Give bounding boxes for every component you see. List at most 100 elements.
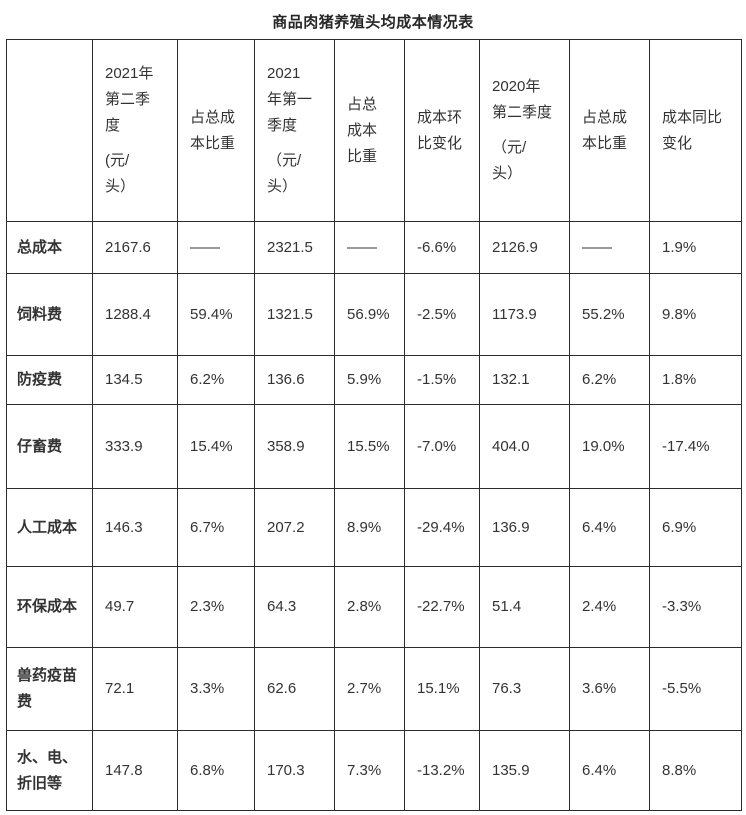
data-cell: 56.9% — [334, 273, 405, 356]
data-cell: 2.3% — [177, 566, 255, 648]
data-cell: -5.5% — [649, 647, 742, 731]
data-cell: 1.8% — [649, 355, 742, 405]
data-cell: 49.7 — [92, 566, 178, 648]
table-row: 仔畜费 333.9 15.4% 358.9 15.5% -7.0% 404.0 19.0% -1… — [6, 404, 742, 489]
table-row: 防疫费 134.5 6.2% 136.6 5.9% -1.5% 132.1 6.2% 1.8% — [6, 355, 742, 405]
data-cell: 136.9 — [479, 488, 570, 567]
data-cell: 135.9 — [479, 730, 570, 811]
corner-cell — [6, 39, 93, 222]
data-cell: 134.5 — [92, 355, 178, 405]
data-cell: 132.1 — [479, 355, 570, 405]
data-cell: 147.8 — [92, 730, 178, 811]
header-unit: （元/ 头） — [492, 139, 527, 182]
header-label: 占总成 本比重 — [582, 108, 628, 152]
data-cell: -7.0% — [404, 404, 480, 489]
data-cell: 2.8% — [334, 566, 405, 648]
row-label: 防疫费 — [6, 355, 93, 405]
data-cell: -3.3% — [649, 566, 742, 648]
data-cell: 2126.9 — [479, 221, 570, 274]
header-unit: (元/ 头） — [105, 152, 136, 195]
data-cell: 207.2 — [254, 488, 335, 567]
header-row: 2021年 第二季 度 (元/ 头） 占总成 本比重 2021 年第一 季度 （元/ 头… — [6, 39, 742, 222]
data-cell: 72.1 — [92, 647, 178, 731]
data-cell: 6.7% — [177, 488, 255, 567]
data-cell: 146.3 — [92, 488, 178, 567]
data-cell: 19.0% — [569, 404, 650, 489]
data-cell: 2.4% — [569, 566, 650, 648]
data-cell: -1.5% — [404, 355, 480, 405]
header-cell: 占总 成本 比重 — [334, 39, 405, 222]
data-cell: 15.1% — [404, 647, 480, 731]
data-cell: -17.4% — [649, 404, 742, 489]
data-cell: 6.8% — [177, 730, 255, 811]
data-cell: 59.4% — [177, 273, 255, 356]
data-cell: 6.4% — [569, 488, 650, 567]
header-label: 成本环 比变化 — [417, 108, 463, 152]
header-cell: 2021 年第一 季度 （元/ 头） — [254, 39, 335, 222]
data-cell: 358.9 — [254, 404, 335, 489]
data-cell: 55.2% — [569, 273, 650, 356]
data-cell: 8.9% — [334, 488, 405, 567]
data-cell: 5.9% — [334, 355, 405, 405]
data-cell: 2321.5 — [254, 221, 335, 274]
header-label: 2021年 第二季 度 — [105, 65, 154, 134]
data-cell: 1321.5 — [254, 273, 335, 356]
row-label: 水、电、折旧等 — [6, 730, 93, 811]
data-cell: -2.5% — [404, 273, 480, 356]
header-label: 2020年 第二季度 — [492, 78, 553, 121]
header-cell: 2020年 第二季度 （元/ 头） — [479, 39, 570, 222]
cost-table: 2021年 第二季 度 (元/ 头） 占总成 本比重 2021 年第一 季度 （元/ 头… — [6, 39, 742, 811]
data-cell: 62.6 — [254, 647, 335, 731]
row-label: 环保成本 — [6, 566, 93, 648]
header-label: 占总成 本比重 — [190, 108, 236, 152]
table-header: 2021年 第二季 度 (元/ 头） 占总成 本比重 2021 年第一 季度 （元/ 头… — [6, 39, 742, 222]
row-label: 饲料费 — [6, 273, 93, 356]
header-label: 2021 年第一 季度 — [267, 65, 313, 134]
data-cell: 3.6% — [569, 647, 650, 731]
header-unit: （元/ 头） — [267, 152, 302, 195]
data-cell: 8.8% — [649, 730, 742, 811]
table-row: 人工成本 146.3 6.7% 207.2 8.9% -29.4% 136.9 6.4% 6.9… — [6, 488, 742, 567]
row-label: 兽药疫苗费 — [6, 647, 93, 731]
data-cell: -13.2% — [404, 730, 480, 811]
data-cell: 51.4 — [479, 566, 570, 648]
data-cell: 6.2% — [177, 355, 255, 405]
header-cell: 占总成 本比重 — [177, 39, 255, 222]
header-label: 占总 成本 比重 — [347, 95, 378, 165]
data-cell: 1173.9 — [479, 273, 570, 356]
data-cell: 404.0 — [479, 404, 570, 489]
data-cell: 170.3 — [254, 730, 335, 811]
data-cell: 64.3 — [254, 566, 335, 648]
data-cell: 9.8% — [649, 273, 742, 356]
data-cell: 136.6 — [254, 355, 335, 405]
data-cell: 15.5% — [334, 404, 405, 489]
header-label: 成本同比 变化 — [662, 108, 723, 152]
data-cell: 76.3 — [479, 647, 570, 731]
header-cell: 成本同比 变化 — [649, 39, 742, 222]
header-cell: 成本环 比变化 — [404, 39, 480, 222]
data-cell: —— — [569, 221, 650, 274]
data-cell: -22.7% — [404, 566, 480, 648]
data-cell: —— — [334, 221, 405, 274]
data-cell: 6.9% — [649, 488, 742, 567]
table-row: 兽药疫苗费 72.1 3.3% 62.6 2.7% 15.1% 76.3 3.6% -5.5% — [6, 647, 742, 731]
data-cell: 2.7% — [334, 647, 405, 731]
data-cell: 7.3% — [334, 730, 405, 811]
table-row: 饲料费 1288.4 59.4% 1321.5 56.9% -2.5% 1173.9 55.2… — [6, 273, 742, 356]
header-cell: 占总成 本比重 — [569, 39, 650, 222]
data-cell: -6.6% — [404, 221, 480, 274]
data-cell: 2167.6 — [92, 221, 178, 274]
data-cell: 15.4% — [177, 404, 255, 489]
data-cell: —— — [177, 221, 255, 274]
row-label: 人工成本 — [6, 488, 93, 567]
row-label: 总成本 — [6, 221, 93, 274]
table-row: 环保成本 49.7 2.3% 64.3 2.8% -22.7% 51.4 2.4% -3.3% — [6, 566, 742, 648]
row-label: 仔畜费 — [6, 404, 93, 489]
data-cell: 3.3% — [177, 647, 255, 731]
table-body: 总成本 2167.6 —— 2321.5 —— -6.6% 2126.9 —— 1.9% 饲料费 1… — [6, 221, 742, 811]
data-cell: 6.2% — [569, 355, 650, 405]
data-cell: 1.9% — [649, 221, 742, 274]
header-cell: 2021年 第二季 度 (元/ 头） — [92, 39, 178, 222]
table-row: 水、电、折旧等 147.8 6.8% 170.3 7.3% -13.2% 135.9 6.4%… — [6, 730, 742, 811]
